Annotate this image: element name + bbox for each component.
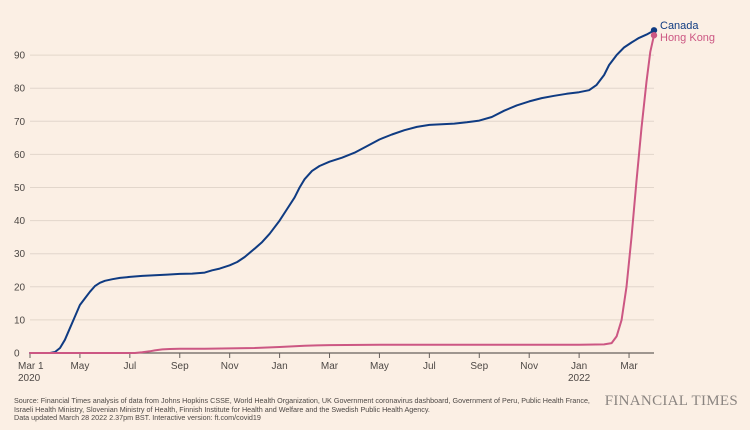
series-end-marker-hong-kong: [650, 32, 658, 39]
y-tick-label: 30: [14, 249, 26, 260]
series-lines: [29, 27, 658, 354]
legend-label-canada: Canada: [660, 20, 699, 32]
x-tick-label: Mar: [321, 361, 339, 372]
x-tick-year-label: 2022: [568, 373, 591, 384]
legend-label-hong-kong: Hong Kong: [660, 32, 715, 44]
series-end-marker-canada: [650, 27, 658, 34]
source-line-2: Israeli Health Ministry, Slovenian Minis…: [14, 404, 430, 414]
y-axis-labels: 0 10 20 30 40 50 60 70 80 90: [14, 51, 26, 360]
x-tick-label: Mar: [620, 361, 638, 372]
x-tick-year-label: 2020: [18, 373, 41, 384]
gridlines: [29, 54, 654, 358]
x-tick-label: Mar 1: [18, 361, 44, 372]
x-tick-label: Nov: [520, 361, 538, 372]
y-tick-label: 50: [14, 183, 26, 194]
x-tick-label: Jan: [571, 361, 587, 372]
y-tick-label: 70: [14, 117, 26, 128]
source-note: Source: Financial Times analysis of data…: [14, 396, 614, 423]
series-line-canada: [29, 29, 655, 354]
x-tick-label: Nov: [221, 361, 239, 372]
x-tick-label: Sep: [171, 361, 189, 372]
x-tick-label: Jul: [123, 361, 136, 372]
y-tick-label: 40: [14, 216, 26, 227]
financial-times-logo: FINANCIAL TIMES: [604, 393, 738, 409]
x-tick-label: Jan: [272, 361, 288, 372]
y-tick-label: 90: [14, 51, 26, 62]
y-tick-label: 80: [14, 84, 26, 95]
y-tick-label: 20: [14, 282, 26, 293]
y-tick-label: 10: [14, 315, 26, 326]
y-tick-label: 60: [14, 150, 26, 161]
y-tick-label: 0: [14, 349, 20, 360]
source-line-1: Source: Financial Times analysis of data…: [14, 396, 590, 405]
x-tick-label: May: [70, 361, 89, 372]
x-tick-label: May: [370, 361, 389, 372]
series-line-hong-kong: [29, 34, 655, 354]
x-tick-label: Jul: [423, 361, 436, 372]
data-updated-note: Data updated March 28 2022 2.37pm BST. I…: [14, 413, 261, 423]
x-tick-label: Sep: [470, 361, 488, 372]
